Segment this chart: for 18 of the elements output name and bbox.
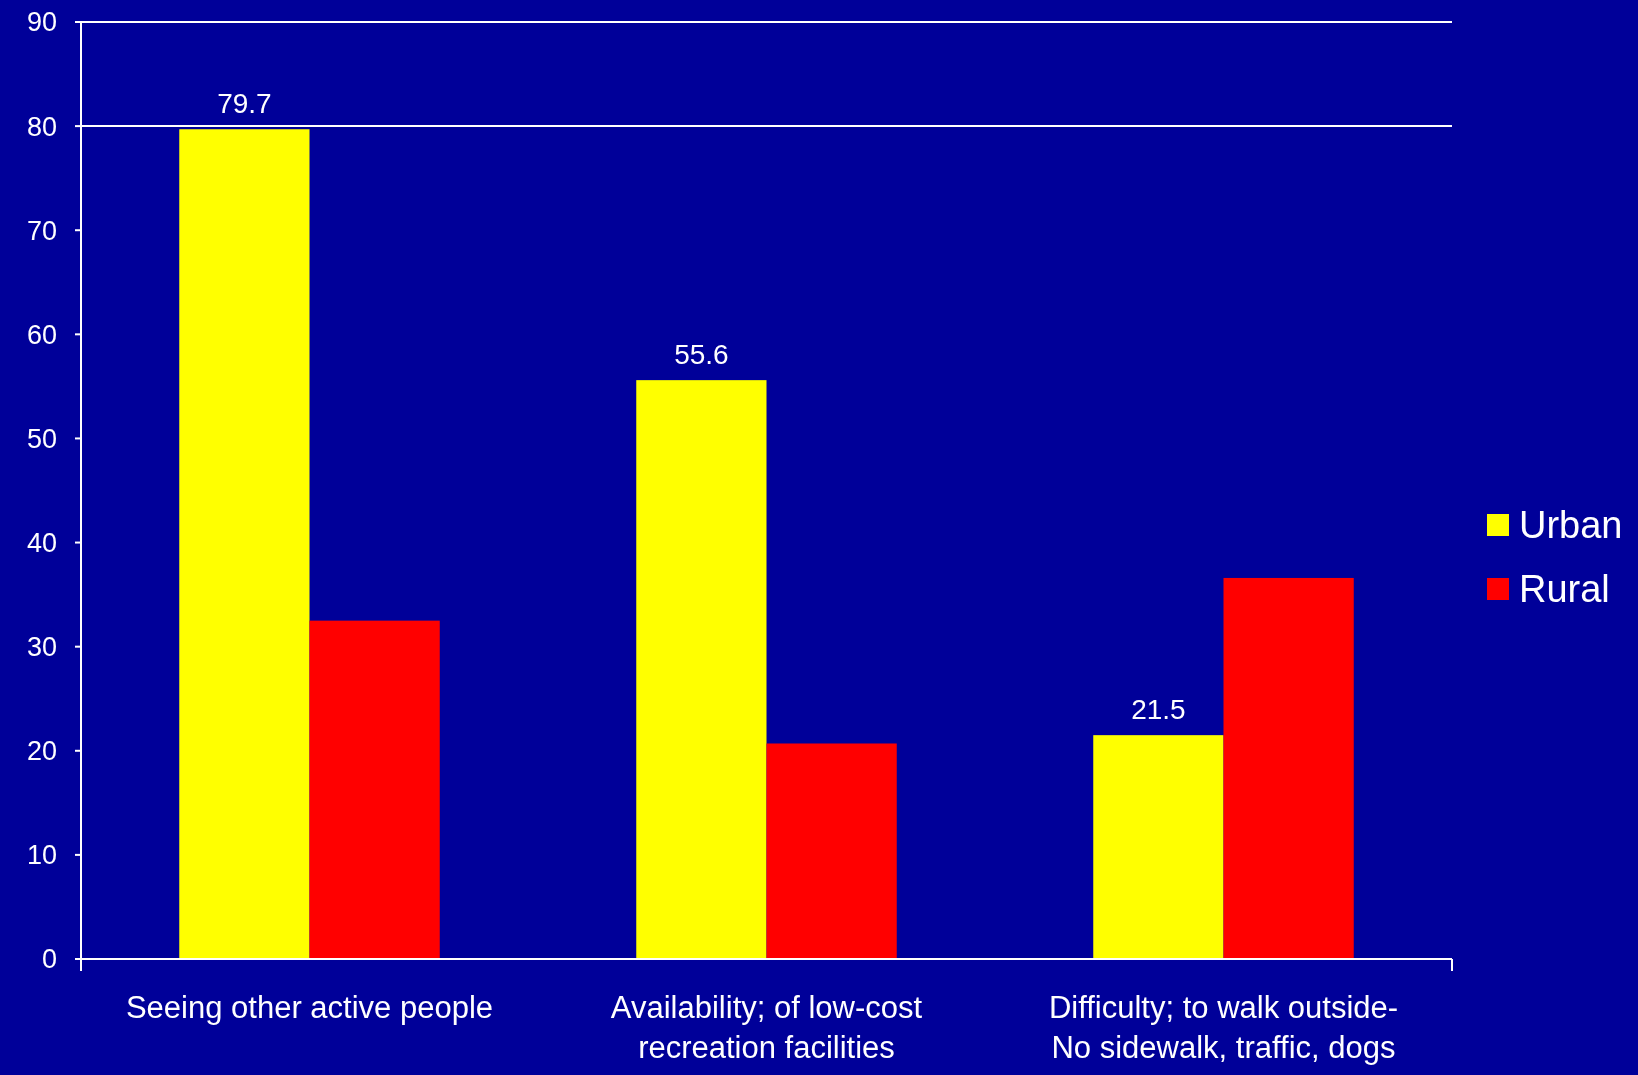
x-tick-label: Seeing other active people — [125, 990, 494, 1025]
data-label: 55.6 — [674, 339, 729, 371]
y-tick-label: 20 — [26, 736, 57, 767]
data-label: 79.7 — [217, 88, 272, 120]
y-tick-label: 70 — [26, 215, 57, 246]
y-tick-label: 90 — [26, 7, 57, 38]
y-tick-label: 30 — [26, 632, 57, 663]
y-tick-label: 40 — [26, 528, 57, 559]
y-tick-label: 10 — [26, 840, 57, 871]
x-tick-label: Difficulty; to walk outside- No sidewalk, traffic, dogs — [1048, 990, 1399, 1065]
data-label: 21.5 — [1131, 694, 1186, 726]
y-tick-label: 0 — [41, 944, 57, 975]
y-tick-label: 50 — [26, 423, 57, 454]
legend-label: Urban — [1519, 504, 1623, 547]
legend-label: Rural — [1519, 568, 1610, 611]
y-tick-label: 60 — [26, 319, 57, 350]
y-tick-label: 80 — [26, 111, 57, 142]
x-tick-label: Availability; of low-cost recreation facilities — [610, 990, 923, 1065]
